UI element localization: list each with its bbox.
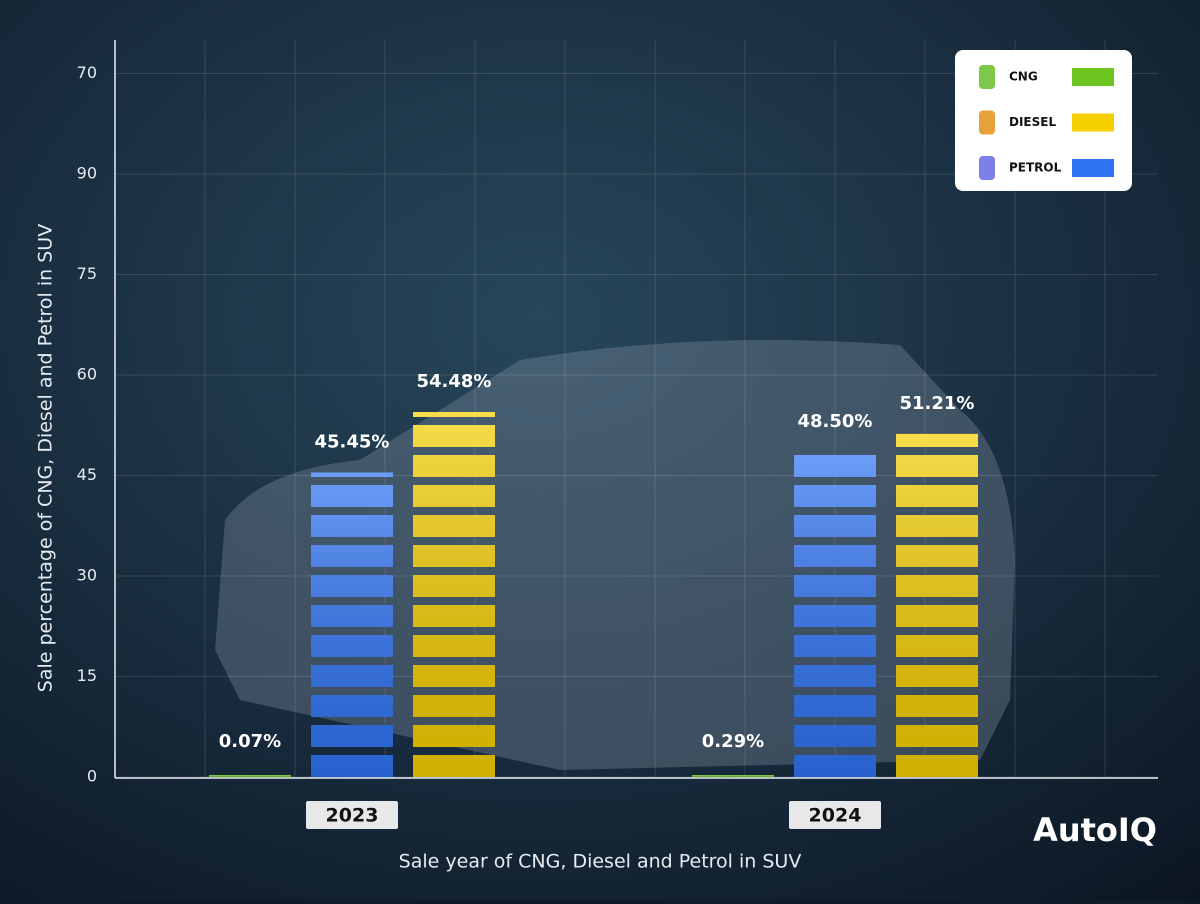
bar xyxy=(413,411,495,777)
y-tick-label: 70 xyxy=(77,63,97,82)
data-label: 54.48% xyxy=(417,371,492,392)
y-tick-label: 15 xyxy=(77,666,97,685)
data-label: 45.45% xyxy=(315,431,390,452)
legend-swatch xyxy=(1072,113,1114,132)
category-label-box xyxy=(306,801,398,829)
y-tick-label: 0 xyxy=(87,767,97,786)
legend-label: CNG xyxy=(1009,70,1038,84)
y-tick-label: 60 xyxy=(77,365,97,384)
y-tick-label: 90 xyxy=(77,164,97,183)
data-label: 48.50% xyxy=(798,411,873,432)
legend-label: PETROL xyxy=(1009,161,1062,175)
bar xyxy=(209,775,291,777)
x-tick-label: 2024 xyxy=(809,805,862,827)
legend-swatch xyxy=(1072,68,1114,86)
data-label: 0.07% xyxy=(219,731,281,752)
legend-label: DIESEL xyxy=(1009,115,1056,129)
x-tick-label: 2023 xyxy=(326,805,379,827)
data-label: 0.29% xyxy=(702,731,764,752)
y-tick-label: 45 xyxy=(77,465,97,484)
bar xyxy=(896,433,978,777)
legend-icon xyxy=(979,65,995,89)
y-axis-title: Sale percentage of CNG, Diesel and Petro… xyxy=(35,224,57,692)
x-axis-title: Sale year of CNG, Diesel and Petrol in S… xyxy=(399,851,802,873)
category-label-box xyxy=(789,801,881,829)
data-label: 51.21% xyxy=(900,393,975,414)
brand-logo: AutoIQ xyxy=(1033,811,1157,849)
legend-swatch xyxy=(1072,159,1114,177)
y-tick-label: 75 xyxy=(77,264,97,283)
y-tick-label: 30 xyxy=(77,566,97,585)
bar xyxy=(794,452,876,777)
legend-icon xyxy=(979,110,995,135)
bar xyxy=(692,775,774,777)
bar xyxy=(311,472,393,777)
legend-icon xyxy=(979,156,995,180)
